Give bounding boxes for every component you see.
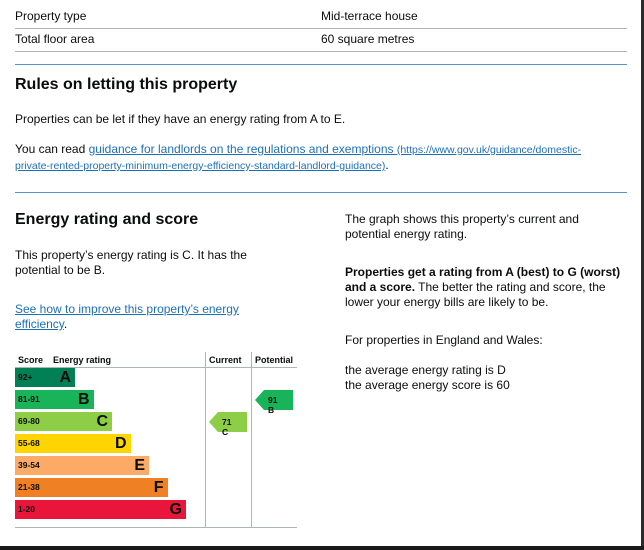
guidance-link[interactable]: guidance for landlords on the regulation… <box>15 142 581 172</box>
potential-rating-arrow <box>255 389 293 410</box>
section-divider <box>15 192 627 193</box>
current-rating-arrow-shape <box>209 411 247 432</box>
guidance-url-2: private-rented-property-minimum-energy-e… <box>15 160 386 172</box>
rules-guidance-paragraph: You can read guidance for landlords on t… <box>15 142 615 174</box>
header-energy-rating: Energy rating <box>53 355 112 365</box>
potential-rating-label: 91 B <box>268 394 278 415</box>
window-edge-bottom <box>0 546 644 550</box>
column-rule-current <box>205 352 206 527</box>
header-rule <box>15 367 297 368</box>
graph-explanation-2: potential energy rating. <box>345 227 468 241</box>
bottom-rule <box>15 527 297 528</box>
rules-paragraph: Properties can be let if they have an en… <box>15 112 346 126</box>
band-a: 92+ A <box>15 368 75 387</box>
energy-intro-1: This property’s energy rating is C. It h… <box>15 248 247 262</box>
band-g: 1-20 G <box>15 500 186 519</box>
graph-explanation: The graph shows this property’s current … <box>345 212 630 242</box>
band-score-label: 81-91 <box>18 394 40 404</box>
band-d: 55-68 D <box>15 434 131 453</box>
average-paragraph: the average energy rating is D the avera… <box>345 363 510 393</box>
summary-row-floor-area: Total floor area 60 square metres <box>15 29 627 52</box>
potential-rating-arrow-shape <box>255 389 293 410</box>
band-e: 39-54 E <box>15 456 149 475</box>
band-letter: C <box>96 413 108 430</box>
rating-scale-paragraph: Properties get a rating from A (best) to… <box>345 265 635 310</box>
band-c: 69-80 C <box>15 412 112 431</box>
band-score-label: 55-68 <box>18 438 40 448</box>
header-score: Score <box>18 355 44 365</box>
band-letter: A <box>59 369 71 386</box>
header-potential: Potential <box>255 355 294 365</box>
band-score-label: 39-54 <box>18 460 40 470</box>
section-divider <box>15 64 627 65</box>
england-wales-paragraph: For properties in England and Wales: <box>345 333 543 347</box>
band-score-label: 1-20 <box>18 504 36 514</box>
band-letter: E <box>134 457 145 474</box>
guidance-url-1: (https://www.gov.uk/guidance/domestic- <box>396 144 582 156</box>
band-b: 81-91 B <box>15 390 94 409</box>
guidance-prefix: You can read <box>15 142 89 156</box>
rating-scale-bold-1: Properties get a rating from A (best) to… <box>345 265 621 279</box>
window-edge-right <box>641 0 644 550</box>
average-score: the average energy score is 60 <box>345 378 510 392</box>
band-letter: D <box>114 435 127 452</box>
current-rating-label: 71 C <box>222 416 232 437</box>
band-letter: G <box>169 501 182 518</box>
band-letter: B <box>77 391 90 408</box>
improve-paragraph: See how to improve this property’s energ… <box>15 302 305 332</box>
summary-label: Total floor area <box>15 32 95 46</box>
energy-intro-2: potential to be B. <box>15 263 106 277</box>
rating-scale-bold-2: and a score. <box>345 280 416 294</box>
summary-row-property-type: Property type Mid-terrace house <box>15 6 627 29</box>
average-rating: the average energy rating is D <box>345 363 506 377</box>
band-score-label: 92+ <box>18 372 33 382</box>
summary-label: Property type <box>15 9 87 23</box>
band-score-label: 21-38 <box>18 482 40 492</box>
current-rating-arrow <box>209 411 247 432</box>
rules-heading: Rules on letting this property <box>15 76 238 93</box>
band-letter: F <box>153 479 164 496</box>
header-current: Current <box>209 355 242 365</box>
summary-value: 60 square metres <box>321 32 415 46</box>
rating-scale-rest-1: The better the rating and score, the <box>415 280 606 294</box>
band-f: 21-38 F <box>15 478 168 497</box>
summary-value: Mid-terrace house <box>321 9 418 23</box>
band-score-label: 69-80 <box>18 416 40 426</box>
guidance-link-text: guidance for landlords on the regulation… <box>88 142 394 156</box>
graph-explanation-1: The graph shows this property’s current … <box>345 212 579 226</box>
improve-suffix: . <box>63 317 68 331</box>
energy-intro: This property’s energy rating is C. It h… <box>15 248 305 278</box>
rating-scale-rest-2: lower your energy bills are likely to be… <box>345 295 549 309</box>
guidance-suffix: . <box>385 158 389 172</box>
column-rule-potential <box>251 352 252 527</box>
improve-link-2: efficiency <box>15 317 64 331</box>
improve-link[interactable]: See how to improve this property’s energ… <box>15 302 239 331</box>
energy-heading: Energy rating and score <box>15 211 199 228</box>
improve-link-1: See how to improve this property’s energ… <box>15 302 239 316</box>
